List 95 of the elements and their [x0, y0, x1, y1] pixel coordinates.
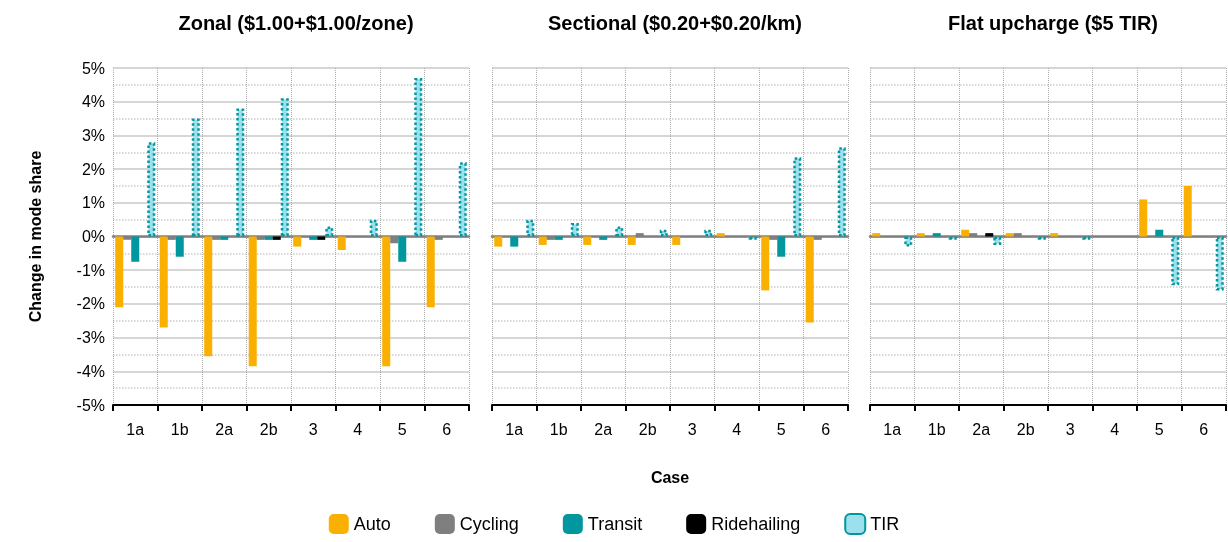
- y-tick-label: 4%: [81, 93, 105, 111]
- bar: [494, 236, 503, 247]
- x-tick-label: 1a: [126, 420, 145, 438]
- x-tick-label: 4: [1110, 420, 1120, 438]
- bar: [872, 233, 881, 237]
- bar: [538, 236, 547, 245]
- bar: [627, 236, 636, 245]
- legend-label: Auto: [353, 514, 391, 534]
- x-tick-label: 2a: [594, 420, 613, 438]
- bar: [325, 226, 334, 237]
- legend-label: Cycling: [459, 514, 519, 534]
- y-tick-label: -4%: [76, 362, 105, 380]
- bar: [932, 233, 941, 237]
- bar: [337, 236, 346, 250]
- bar: [672, 236, 681, 245]
- x-tick-label: 5: [1154, 420, 1164, 438]
- bar: [1155, 229, 1164, 237]
- x-tick-label: 3: [1065, 420, 1075, 438]
- x-tick-label: 3: [308, 420, 318, 438]
- y-tick-label: -3%: [76, 329, 105, 347]
- bar: [510, 236, 519, 247]
- x-tick-label: 5: [397, 420, 407, 438]
- chart-title: Sectional ($0.20+$0.20/km): [547, 12, 803, 34]
- bar: [583, 236, 592, 245]
- bar: [793, 157, 802, 237]
- bar: [570, 223, 579, 237]
- x-tick-label: 5: [776, 420, 786, 438]
- bar: [704, 229, 713, 237]
- y-tick-label: 2%: [81, 160, 105, 178]
- bar: [458, 162, 467, 237]
- bar: [805, 236, 814, 323]
- x-tick-label: 1b: [549, 420, 568, 438]
- x-tick-label: 2a: [972, 420, 991, 438]
- y-tick-label: 1%: [81, 194, 105, 212]
- bar: [236, 108, 245, 237]
- bar: [1171, 236, 1180, 286]
- bar: [615, 226, 624, 237]
- bar: [985, 233, 994, 237]
- chart-title: Flat upcharge ($5 TIR): [947, 12, 1159, 34]
- bar: [280, 98, 289, 237]
- x-tick-label: 2b: [1016, 420, 1035, 438]
- bar: [526, 219, 535, 237]
- bar: [1139, 199, 1148, 237]
- bar: [761, 236, 770, 291]
- bar: [204, 236, 213, 357]
- x-tick-label: 4: [732, 420, 742, 438]
- chart-title: Zonal ($1.00+$1.00/zone): [178, 12, 414, 34]
- bar: [414, 78, 423, 237]
- bar: [1050, 233, 1059, 237]
- x-tick-label: 3: [687, 420, 697, 438]
- bar: [1183, 185, 1192, 237]
- x-tick-label: 6: [442, 420, 452, 438]
- y-tick-label: -2%: [76, 295, 105, 313]
- legend-label: Ridehailing: [711, 514, 801, 534]
- legend-label: TIR: [870, 514, 900, 534]
- x-tick-label: 2a: [215, 420, 234, 438]
- x-tick-label: 2b: [638, 420, 657, 438]
- x-tick-label: 6: [1199, 420, 1209, 438]
- bar: [131, 236, 140, 262]
- x-tick-label: 4: [353, 420, 363, 438]
- bar: [115, 236, 124, 308]
- bar: [159, 236, 168, 328]
- bar: [147, 142, 156, 237]
- bar: [293, 236, 302, 247]
- bar: [382, 236, 391, 367]
- bar: [716, 233, 725, 237]
- bar: [175, 236, 184, 257]
- y-tick-label: 0%: [81, 228, 105, 245]
- x-tick-label: 1a: [883, 420, 902, 438]
- x-axis-title: Case: [650, 468, 690, 486]
- bar: [398, 236, 407, 262]
- bar: [248, 236, 257, 367]
- y-tick-label: 3%: [81, 126, 105, 144]
- x-tick-label: 1b: [170, 420, 189, 438]
- bar: [904, 236, 913, 247]
- bar: [837, 147, 846, 237]
- bar: [916, 233, 925, 237]
- bar: [777, 236, 786, 257]
- y-axis-title: Change in mode share: [26, 150, 44, 323]
- bar: [961, 229, 970, 237]
- y-tick-label: -1%: [76, 261, 105, 279]
- bar: [1005, 233, 1014, 237]
- bar: [191, 118, 200, 237]
- y-tick-label: 5%: [81, 59, 105, 77]
- x-tick-label: 1b: [927, 420, 946, 438]
- x-tick-label: 1a: [505, 420, 524, 438]
- x-tick-label: 2b: [259, 420, 278, 438]
- bar: [993, 236, 1002, 245]
- legend-label: Transit: [587, 514, 643, 534]
- bar: [369, 219, 378, 237]
- y-tick-label: -5%: [76, 396, 105, 414]
- bar: [659, 229, 668, 237]
- bar: [1215, 236, 1224, 291]
- bar: [426, 236, 435, 308]
- x-tick-label: 6: [821, 420, 831, 438]
